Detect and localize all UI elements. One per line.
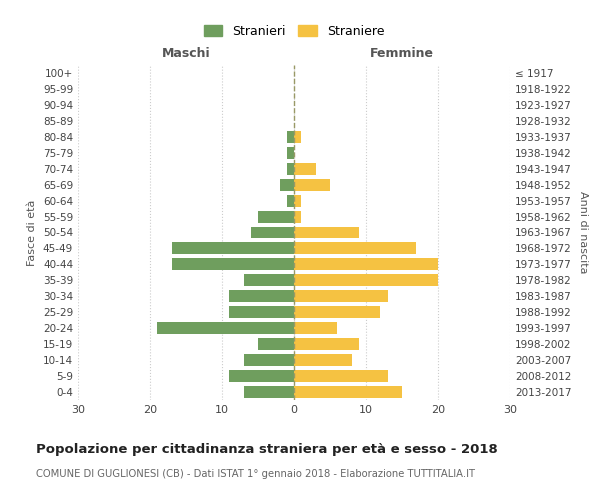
Bar (294, 306, 380, 318)
Bar (244, 354, 294, 366)
Bar (294, 131, 301, 143)
Bar (229, 370, 294, 382)
Bar (280, 178, 294, 190)
Bar (294, 162, 316, 174)
Y-axis label: Anni di nascita: Anni di nascita (578, 191, 588, 274)
Bar (294, 322, 337, 334)
Bar (294, 178, 330, 190)
Bar (294, 226, 359, 238)
Bar (287, 131, 294, 143)
Bar (294, 354, 352, 366)
Bar (172, 242, 294, 254)
Bar (294, 194, 301, 206)
Bar (294, 370, 388, 382)
Bar (294, 290, 388, 302)
Y-axis label: Fasce di età: Fasce di età (28, 200, 37, 266)
Bar (294, 242, 416, 254)
Bar (294, 258, 438, 270)
Bar (294, 386, 402, 398)
Text: Popolazione per cittadinanza straniera per età e sesso - 2018: Popolazione per cittadinanza straniera p… (36, 442, 498, 456)
Bar (294, 274, 438, 286)
Text: COMUNE DI GUGLIONESI (CB) - Dati ISTAT 1° gennaio 2018 - Elaborazione TUTTITALIA: COMUNE DI GUGLIONESI (CB) - Dati ISTAT 1… (36, 469, 475, 479)
Bar (157, 322, 294, 334)
Bar (287, 147, 294, 158)
Bar (287, 194, 294, 206)
Bar (244, 386, 294, 398)
Bar (172, 258, 294, 270)
Bar (287, 162, 294, 174)
Text: Femmine: Femmine (370, 47, 434, 60)
Bar (229, 306, 294, 318)
Bar (258, 338, 294, 350)
Bar (294, 338, 359, 350)
Bar (251, 226, 294, 238)
Legend: Stranieri, Straniere: Stranieri, Straniere (200, 21, 388, 42)
Bar (294, 210, 301, 222)
Bar (258, 210, 294, 222)
Text: Maschi: Maschi (161, 47, 211, 60)
Bar (229, 290, 294, 302)
Bar (244, 274, 294, 286)
